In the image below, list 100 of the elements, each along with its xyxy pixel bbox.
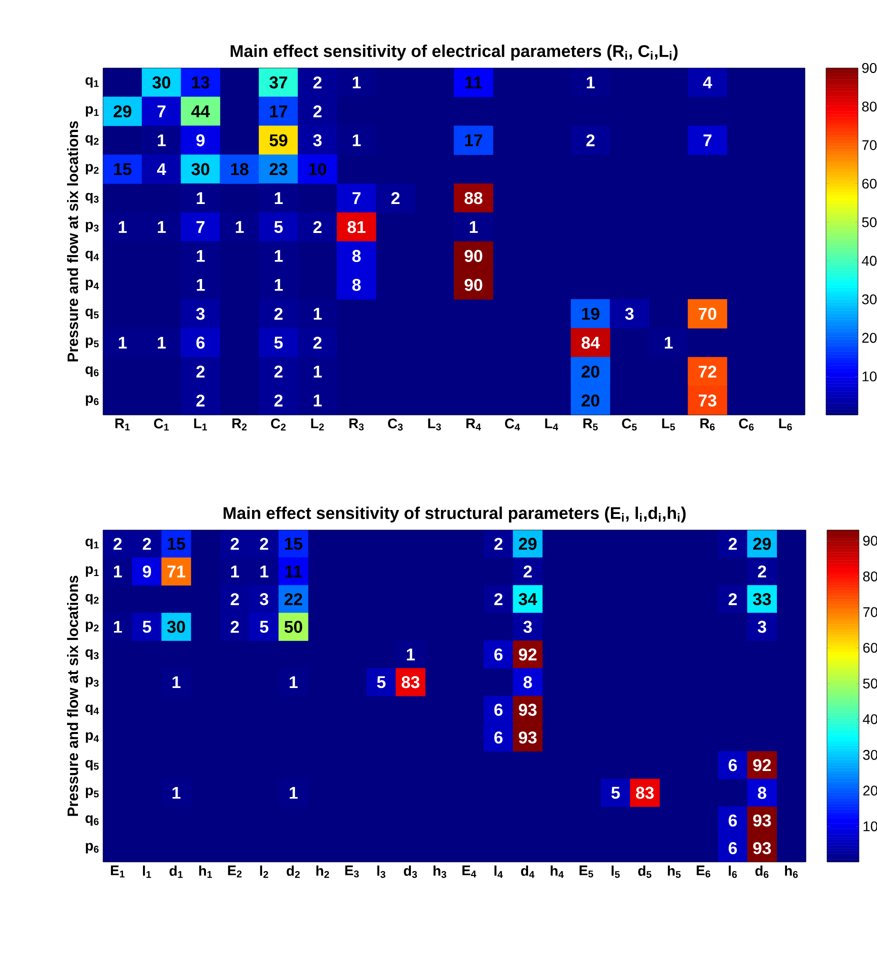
y-tick-label: q$_{3}$ [86, 649, 99, 660]
data-label: 5 [274, 221, 283, 233]
data-label: 6 [728, 759, 737, 772]
x-tick-label: L$_{6}$ [779, 418, 792, 430]
x-tick-label: h$_{3}$ [434, 866, 446, 878]
data-label: 15 [168, 538, 186, 550]
data-label: 11 [285, 566, 302, 578]
x-tick-label: E$_{5}$ [580, 866, 594, 878]
x-tick-label: l$_{3}$ [377, 866, 386, 878]
x-tick-label: d$_{2}$ [286, 866, 300, 878]
data-label: 8 [352, 250, 361, 262]
data-label: 23 [270, 163, 288, 176]
data-label: 2 [274, 394, 283, 406]
data-label: 2 [313, 105, 322, 118]
data-label: 4 [703, 76, 712, 88]
data-label: 44 [191, 106, 210, 118]
y-tick-label: q$_{2}$ [86, 135, 99, 146]
color-bar-label: 70 [862, 140, 877, 150]
data-label: 93 [518, 704, 537, 716]
data-label: 50 [284, 620, 302, 633]
x-tick-label: L$_{3}$ [428, 418, 441, 430]
data-label: 93 [753, 842, 771, 854]
y-tick-label: p$_{2}$ [86, 164, 99, 174]
y-tick-label: p$_{1}$ [86, 106, 99, 117]
data-label: 2 [524, 566, 532, 578]
x-tick-label: l$_{1}$ [142, 866, 152, 878]
data-label: 2 [758, 566, 766, 578]
x-tick-label: C$_{6}$ [739, 418, 754, 431]
x-tick-label: R$_{6}$ [700, 418, 715, 430]
data-label: 2 [196, 394, 205, 406]
data-label: 13 [192, 76, 210, 88]
x-tick-label: C$_{4}$ [505, 418, 520, 430]
data-label: 5 [377, 676, 386, 688]
y-tick-label: p$_{3}$ [86, 676, 99, 688]
x-tick-label: h$_{1}$ [199, 866, 212, 878]
data-label: 2 [260, 538, 268, 550]
y-axis-title: Pressure and flow at six locations [67, 576, 78, 816]
data-label: 30 [152, 76, 170, 88]
data-label: 1 [274, 279, 283, 291]
color-bar-label: 20 [862, 332, 877, 343]
data-label: 2 [230, 538, 239, 550]
data-label: 73 [698, 394, 716, 407]
data-label: 15 [114, 163, 132, 176]
x-tick-label: h$_{4}$ [550, 866, 564, 878]
data-label: 2 [313, 221, 322, 233]
y-tick-label: p$_{5}$ [86, 337, 99, 348]
data-label: 1 [236, 221, 244, 233]
data-label: 1 [158, 336, 166, 349]
data-label: 1 [586, 76, 595, 88]
data-label: 3 [196, 308, 205, 320]
data-label: 83 [402, 676, 420, 688]
data-label: 6 [196, 336, 205, 349]
data-label: 2 [313, 336, 322, 349]
data-label: 6 [494, 731, 503, 744]
data-label: 6 [728, 814, 737, 827]
data-label: 8 [758, 786, 766, 799]
data-label: 1 [118, 336, 127, 349]
data-label: 20 [582, 394, 600, 407]
data-label: 4 [157, 163, 166, 176]
color-bar-label: 10 [862, 371, 877, 382]
y-tick-label: q$_{2}$ [86, 594, 99, 604]
data-label: 2 [728, 538, 737, 550]
y-tick-label: q$_{4}$ [86, 250, 99, 262]
data-label: 90 [464, 278, 482, 291]
y-tick-label: p$_{6}$ [86, 842, 99, 854]
data-label: 2 [728, 593, 737, 606]
data-label: 92 [753, 759, 771, 772]
y-axis-title: Pressure and flow at six locations [67, 121, 78, 362]
data-label: 2 [142, 538, 151, 550]
data-label: 70 [698, 308, 716, 320]
data-label: 1 [290, 676, 298, 688]
y-tick-label: q$_{1}$ [86, 77, 99, 88]
color-bar-label: 80 [862, 102, 877, 112]
data-label: 1 [352, 134, 361, 146]
data-label: 1 [172, 676, 180, 688]
data-label: 15 [285, 538, 302, 550]
x-tick-label: d$_{6}$ [755, 866, 768, 878]
x-tick-label: l$_{5}$ [612, 866, 620, 878]
data-label: 83 [636, 786, 654, 799]
y-tick-label: p$_{1}$ [86, 566, 99, 577]
data-label: 1 [231, 566, 240, 578]
data-label: 8 [524, 676, 532, 688]
x-tick-label: R$_{4}$ [466, 418, 481, 430]
x-tick-label: C$_{5}$ [622, 418, 637, 431]
data-label: 22 [284, 593, 302, 606]
data-label: 1 [406, 648, 415, 660]
data-label: 1 [314, 308, 322, 320]
y-tick-label: p$_{6}$ [86, 395, 99, 406]
x-tick-label: l$_{4}$ [494, 866, 503, 878]
data-label: 6 [494, 648, 503, 661]
x-tick-label: E$_{6}$ [696, 866, 710, 878]
data-label: 1 [118, 221, 127, 233]
data-label: 2 [230, 620, 239, 633]
data-label: 20 [582, 366, 600, 378]
data-label: 30 [167, 620, 185, 633]
data-label: 2 [274, 366, 283, 378]
x-tick-label: E$_{3}$ [345, 866, 359, 878]
y-tick-label: p$_{4}$ [86, 280, 99, 290]
x-tick-label: L$_{4}$ [545, 418, 558, 430]
x-tick-label: d$_{5}$ [638, 866, 652, 878]
